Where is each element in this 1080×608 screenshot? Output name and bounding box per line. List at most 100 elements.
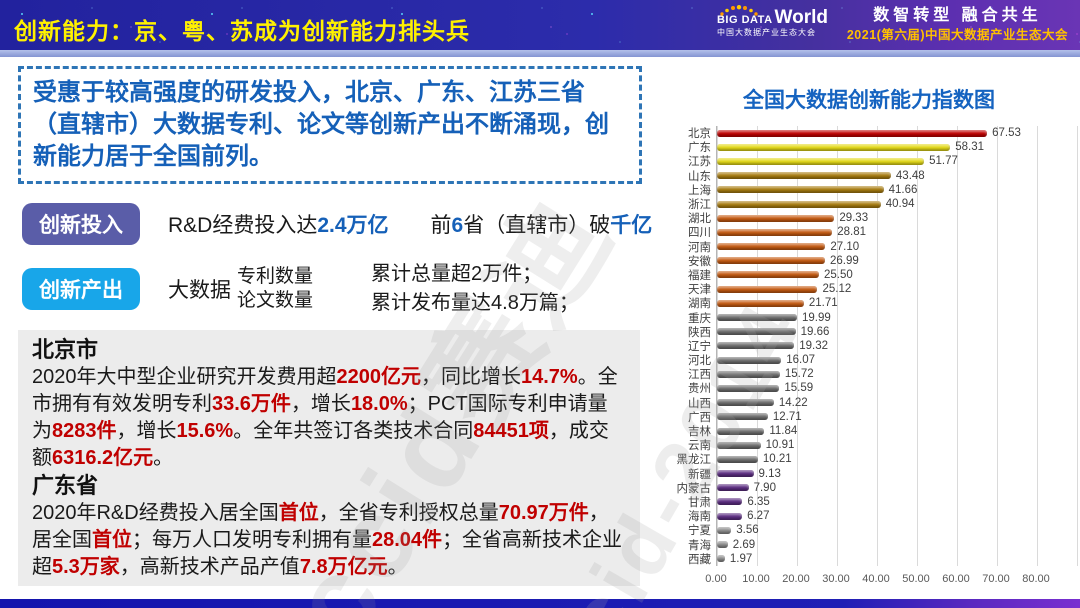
text-segment: 。 — [153, 447, 174, 470]
text-segment: ，同比增长 — [421, 365, 521, 388]
chart-category-label: 贵州 — [688, 383, 711, 396]
chart-bar — [717, 200, 881, 208]
chart-value-label: 3.56 — [736, 524, 759, 537]
text-segment: ；每万人口发明专利拥有量 — [132, 528, 372, 551]
text-segment: 千亿 — [610, 214, 653, 237]
text-segment: ，高新技术产品产值 — [119, 556, 300, 579]
chart-row: 重庆 19.99 — [688, 310, 1078, 325]
chart-value-label: 6.27 — [747, 510, 770, 523]
chart-category-label: 上海 — [688, 184, 711, 197]
innovation-investment-row: 创新投入 R&D经费投入达2.4万亿 前6省（直辖市）破千亿 — [22, 203, 652, 245]
header-strip — [0, 50, 1080, 57]
chart-value-label: 6.35 — [747, 495, 770, 508]
chart-value-label: 58.31 — [955, 141, 985, 154]
chart-category-label: 宁夏 — [688, 525, 711, 538]
chart-bar — [717, 356, 782, 364]
text-segment: 。全市拥有有效发明专利 — [32, 365, 618, 415]
chart-row: 浙江 40.94 — [688, 197, 1078, 211]
metric-papers: 论文数量 — [237, 290, 314, 311]
text-segment: 15.6% — [176, 419, 234, 442]
chart-row: 黑龙江 10.21 — [677, 452, 1078, 466]
logo-bigdata-text: BIG DATA — [716, 14, 773, 26]
chart-row: 辽宁 19.32 — [688, 339, 1078, 353]
chart-row: 广西 12.71 — [688, 410, 1078, 424]
text-segment: 前 — [430, 214, 452, 237]
chart-bar — [717, 257, 825, 265]
chart-row: 福建 25.50 — [688, 268, 1078, 282]
text-segment: 5.3万家 — [52, 556, 120, 579]
chart-value-label: 15.72 — [784, 368, 814, 381]
intro-box: 受惠于较高强度的研发投入，北京、广东、江苏三省（直辖市）大数据专利、论文等创新产… — [18, 66, 642, 184]
chart-row: 云南 10.91 — [688, 438, 1078, 452]
logo-world-text: World — [774, 7, 828, 28]
chart-category-label: 江苏 — [688, 156, 711, 169]
chart-category-label: 黑龙江 — [676, 454, 712, 467]
header-bar: 创新能力：京、粤、苏成为创新能力排头兵 BIG DATA World 中国大数据产… — [0, 0, 1080, 50]
chart-category-label: 福建 — [688, 269, 711, 282]
chart-category-label: 山东 — [688, 170, 711, 183]
slogan-line1: 数智转型 融合共生 — [873, 7, 1042, 24]
chart-bar — [717, 370, 780, 378]
text-segment: 70.97万件 — [498, 501, 589, 524]
output-prefix: 大数据 — [168, 279, 231, 302]
text-segment: 7.8万亿元 — [299, 556, 388, 579]
chart-value-label: 28.81 — [837, 226, 867, 239]
chart-bar — [717, 470, 754, 478]
chart-bar — [717, 427, 765, 435]
text-segment: ，增长 — [116, 419, 177, 442]
chart-row: 山西 14.22 — [688, 396, 1078, 410]
chart-value-label: 2.69 — [732, 538, 756, 551]
text-segment: 33.6万件 — [212, 392, 291, 415]
chart-category-label: 海南 — [688, 511, 711, 524]
chart-row: 江苏 51.77 — [688, 154, 1078, 168]
intro-text: 受惠于较高强度的研发投入，北京、广东、江苏三省（直辖市）大数据专利、论文等创新产… — [33, 79, 609, 170]
text-segment: 6 — [451, 214, 464, 237]
chart-bar — [717, 541, 728, 549]
chart-bar — [717, 285, 818, 293]
chart-row: 西藏 1.97 — [688, 552, 1078, 566]
chart-plot-area: 北京 67.53 广东 58.31 江苏 51.77 山东 43.48 上海 41.66 浙江 40.… — [677, 126, 1078, 566]
chart-row: 宁夏 3.56 — [688, 523, 1078, 537]
chart-bar — [717, 441, 761, 449]
chart-axis-tick: 60.00 — [942, 572, 970, 585]
chart-row: 内蒙古 7.90 — [677, 481, 1078, 495]
result-patents-total: 累计总量超2万件； — [371, 263, 543, 285]
beijing-paragraph: 2020年大中型企业研究开发费用超2200亿元，同比增长14.7%。全市拥有有效… — [32, 364, 626, 473]
chart-bar — [717, 186, 884, 194]
chart-category-label: 河南 — [688, 241, 711, 254]
chart-axis-tick: 0.00 — [705, 572, 727, 585]
text-segment: ；全省高新技术企业超 — [32, 528, 623, 579]
text-segment: 2200亿元 — [336, 365, 422, 388]
chart-bar — [717, 129, 988, 137]
chart-value-label: 10.91 — [765, 439, 795, 452]
chart-value-label: 19.66 — [800, 325, 830, 338]
chart-value-label: 27.10 — [830, 240, 860, 253]
text-segment: ，成交额 — [32, 419, 609, 470]
chart-row: 青海 2.69 — [688, 537, 1078, 552]
logo-dots-arc-icon — [720, 5, 758, 16]
chart-category-label: 广西 — [688, 411, 711, 424]
chart-row: 山东 43.48 — [688, 169, 1078, 183]
chart-value-label: 40.94 — [885, 198, 915, 211]
text-segment: 省（直辖市）破 — [463, 214, 611, 237]
chart-row: 贵州 15.59 — [688, 381, 1078, 395]
chart-axis-tick: 40.00 — [862, 572, 890, 585]
chart-value-label: 9.13 — [758, 467, 781, 480]
chart-title: 全国大数据创新能力指数图 — [743, 89, 995, 112]
chart-value-label: 19.99 — [801, 311, 831, 324]
chart-bar — [717, 384, 780, 392]
chart-category-label: 北京 — [688, 128, 711, 141]
chart-bar — [717, 555, 725, 563]
output-metrics: 专利数量 论文数量 — [237, 265, 313, 313]
text-segment: ，全省专利授权总量 — [318, 501, 499, 524]
chart-axis-tick: 70.00 — [982, 572, 1010, 585]
text-segment: R&D经费投入达 — [168, 214, 318, 237]
chart-category-label: 山西 — [688, 397, 711, 410]
chart-bar — [717, 143, 951, 151]
chart-value-label: 15.59 — [784, 382, 814, 395]
chart-axis-tick: 80.00 — [1022, 572, 1050, 585]
chart-bar — [717, 271, 819, 279]
innovation-index-chart: 全国大数据创新能力指数图 北京 67.53 广东 58.31 江苏 51.77 山东 43.4… — [658, 84, 1080, 589]
chart-x-axis: 0.00 10.00 20.00 30.00 40.00 50.00 60.00 70.00 8… — [705, 572, 1080, 589]
